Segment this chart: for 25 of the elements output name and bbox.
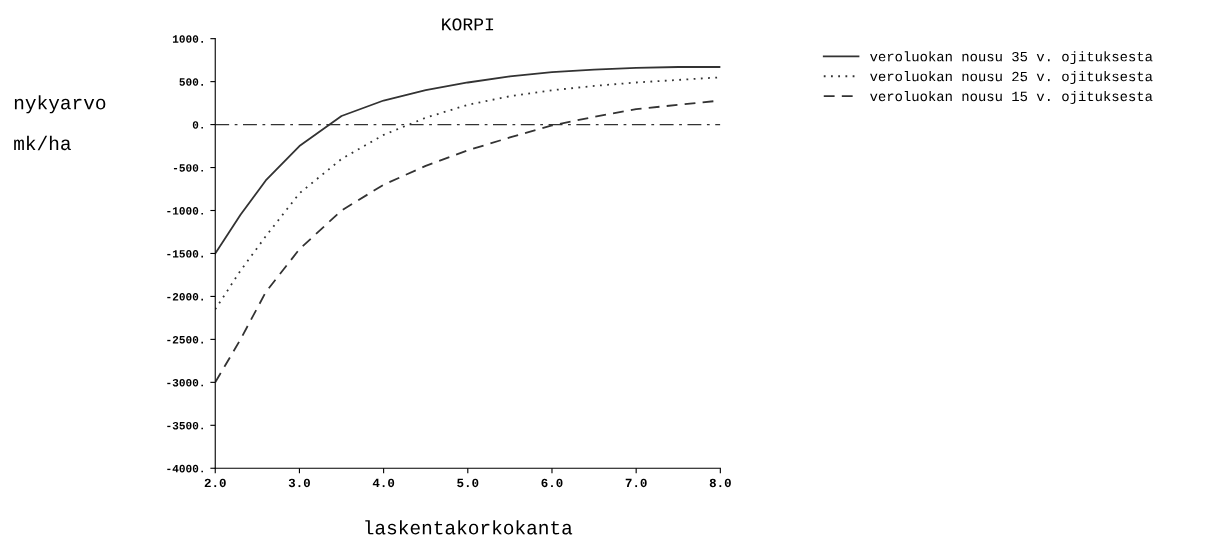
y-tick-label: -3000.: [167, 378, 203, 387]
y-tick-label: -500.: [173, 164, 203, 172]
legend-label: veroluokan nousu 25 v. ojituksesta: [870, 71, 1153, 84]
y-tick-label: -2500.: [167, 335, 203, 344]
x-tick-label: 6.0: [541, 478, 563, 488]
legend-label: veroluokan nousu 35 v. ojituksesta: [870, 51, 1153, 65]
legend-label: veroluokan nousu 15 v. ojituksesta: [870, 90, 1153, 104]
y-tick-label: -4000.: [167, 464, 203, 473]
x-axis-title: laskentakorkokanta: [365, 520, 573, 535]
y-tick-label: -3500.: [167, 421, 203, 430]
y-tick-label: 0.: [192, 121, 203, 129]
y-tick-label: -1500.: [167, 250, 203, 258]
line-series: [215, 66, 721, 255]
y-tick-label: 1000.: [172, 35, 203, 43]
x-tick-label: 4.0: [372, 478, 395, 488]
chart-title: KORPI: [442, 18, 494, 31]
y-axis-title: nykyarvo mk/ha: [14, 95, 106, 151]
x-tick-label: 2.0: [204, 478, 226, 488]
x-tick-label: 8.0: [709, 478, 731, 488]
y-tick-label: -2000.: [167, 293, 203, 301]
y-tick-label: 500.: [179, 78, 203, 86]
y-tick-label: -1000.: [167, 207, 203, 215]
x-tick-label: 5.0: [457, 478, 479, 488]
x-tick-label: 7.0: [625, 478, 647, 488]
x-tick-label: 3.0: [288, 478, 310, 488]
